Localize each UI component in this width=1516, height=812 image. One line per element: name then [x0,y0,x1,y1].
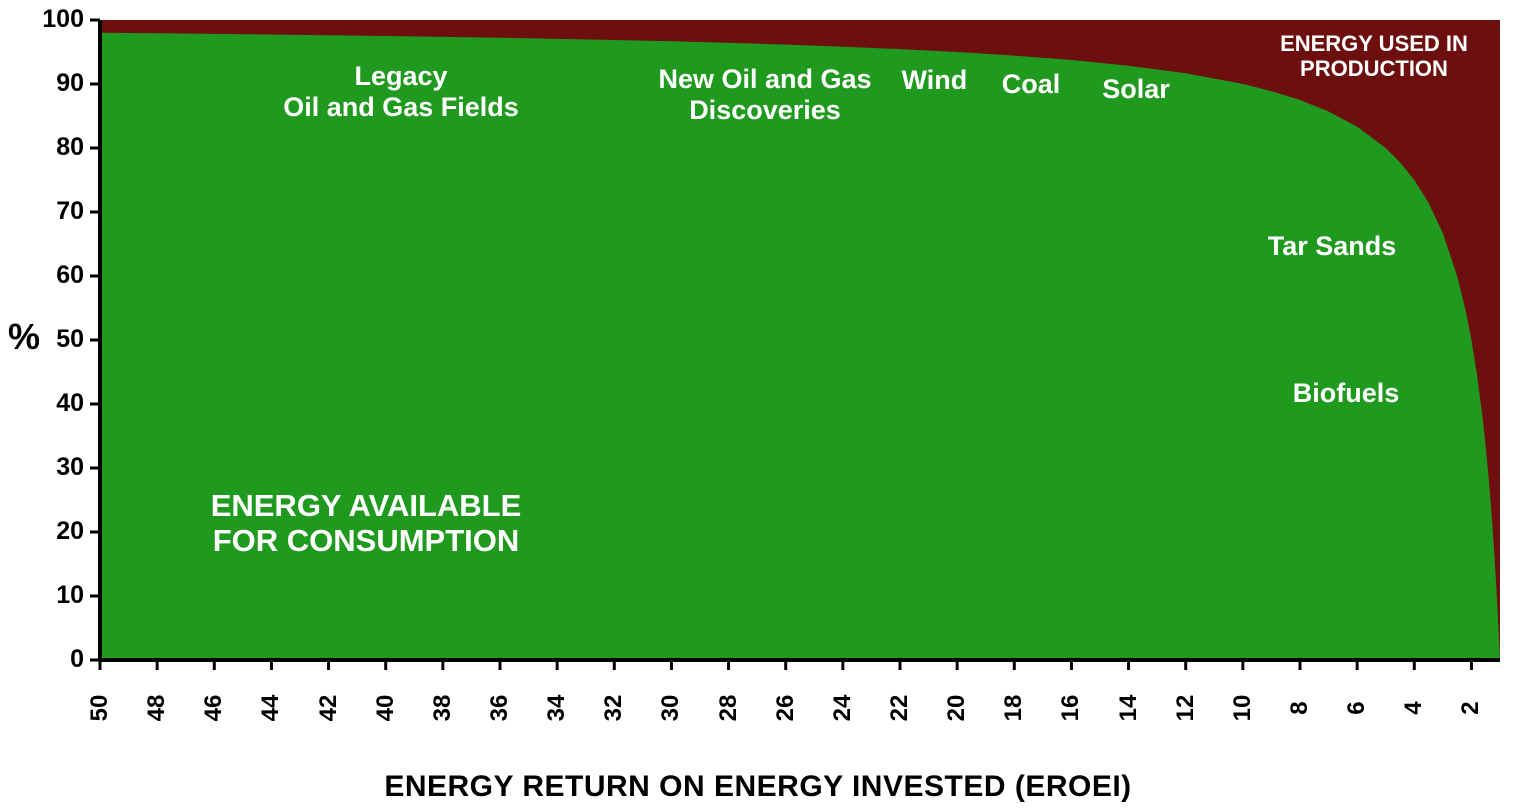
y-tick-label: 40 [0,389,84,418]
y-tick-label: 100 [0,5,84,34]
x-tick-label: 44 [257,688,285,728]
annotation-tarsands: Tar Sands [1032,231,1516,262]
x-tick-label: 32 [600,688,628,728]
x-tick-label: 28 [715,688,743,728]
x-tick-label: 18 [1000,688,1028,728]
x-tick-label: 26 [772,688,800,728]
y-tick-label: 10 [0,581,84,610]
x-tick-label: 20 [943,688,971,728]
annotation-used: ENERGY USED IN PRODUCTION [1074,31,1516,82]
y-tick-label: 30 [0,453,84,482]
x-tick-label: 34 [543,688,571,728]
x-tick-label: 14 [1115,688,1143,728]
x-tick-label: 4 [1400,688,1428,728]
x-tick-label: 42 [315,688,343,728]
x-tick-label: 16 [1057,688,1085,728]
x-tick-label: 12 [1172,688,1200,728]
x-tick-label: 10 [1229,688,1257,728]
x-tick-label: 22 [886,688,914,728]
x-tick-label: 30 [657,688,685,728]
y-tick-label: 80 [0,133,84,162]
x-tick-label: 8 [1286,688,1314,728]
x-tick-label: 38 [429,688,457,728]
y-tick-label: 90 [0,69,84,98]
y-tick-label: 70 [0,197,84,226]
x-tick-label: 2 [1457,688,1485,728]
x-tick-label: 46 [200,688,228,728]
x-tick-label: 36 [486,688,514,728]
eroei-chart: 0102030405060708090100504846444240383634… [0,0,1516,812]
annotation-available: ENERGY AVAILABLE FOR CONSUMPTION [66,488,666,559]
annotation-biofuels: Biofuels [1046,378,1516,409]
x-tick-label: 24 [829,688,857,728]
x-tick-label: 40 [372,688,400,728]
x-axis-title: ENERGY RETURN ON ENERGY INVESTED (EROEI) [0,770,1516,804]
y-tick-label: 60 [0,261,84,290]
area-energy-available [100,33,1500,660]
x-tick-label: 50 [86,688,114,728]
y-axis-title: % [8,316,40,358]
y-tick-label: 0 [0,645,84,674]
x-tick-label: 48 [143,688,171,728]
x-tick-label: 6 [1343,688,1371,728]
